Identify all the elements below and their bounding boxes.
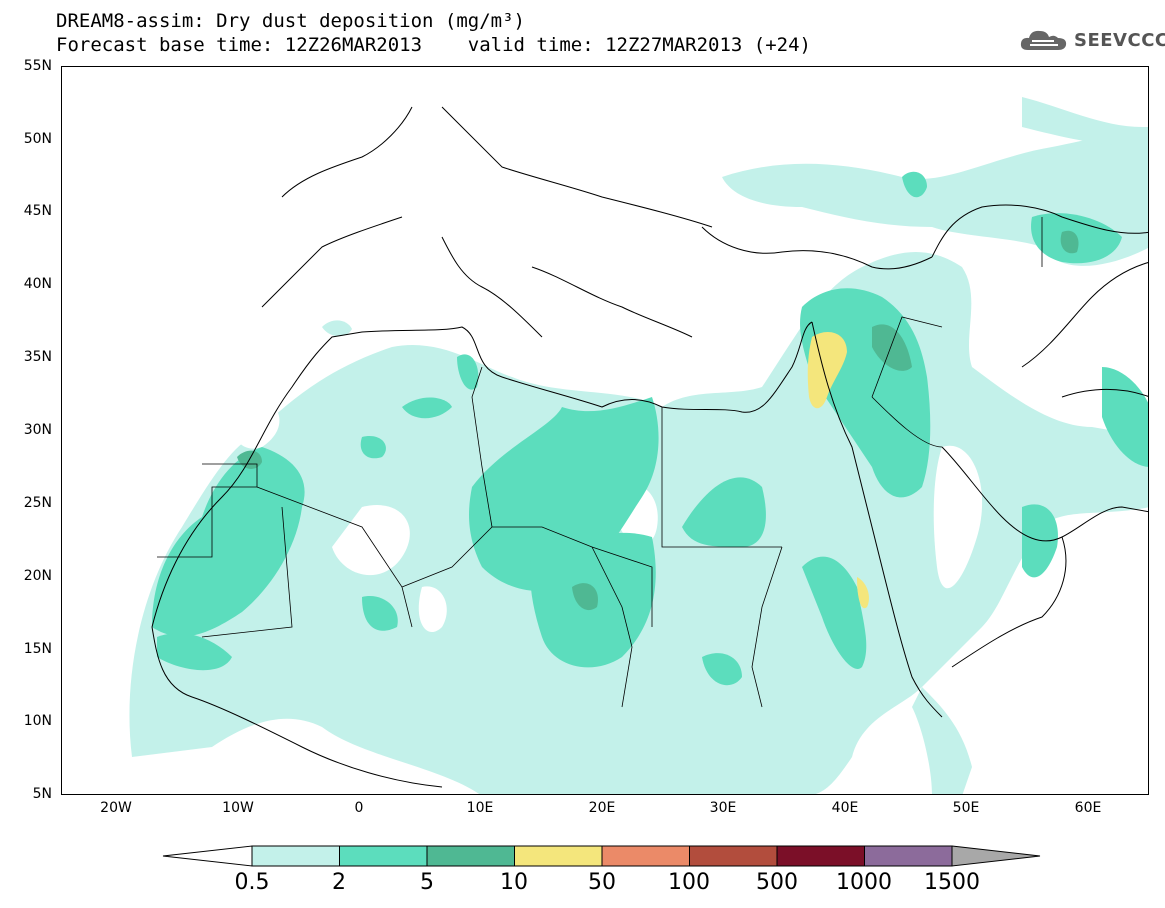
colorbar-label: 5 xyxy=(420,870,434,895)
x-tick-label: 50E xyxy=(952,800,980,816)
x-tick-label: 20E xyxy=(588,800,616,816)
y-tick-label: 45N xyxy=(23,203,52,219)
colorbar-label: 0.5 xyxy=(234,870,270,895)
seevccc-logo: SEEVCCC xyxy=(1018,26,1165,54)
y-tick-label: 55N xyxy=(23,58,52,74)
logo-text: SEEVCCC xyxy=(1074,29,1165,51)
x-tick-label: 0 xyxy=(354,800,364,816)
y-tick-label: 50N xyxy=(23,131,52,147)
colorbar-cell xyxy=(689,845,778,867)
x-tick-label: 30E xyxy=(709,800,737,816)
colorbar-label: 100 xyxy=(668,870,710,895)
y-tick-label: 10N xyxy=(23,713,52,729)
chart-title: DREAM8-assim: Dry dust deposition (mg/m³… xyxy=(56,10,525,32)
x-tick-label: 20W xyxy=(100,800,132,816)
level-10-areas xyxy=(807,332,869,609)
colorbar xyxy=(162,845,1041,867)
colorbar-cell xyxy=(426,845,515,867)
y-tick-label: 5N xyxy=(32,786,52,802)
colorbar-label: 500 xyxy=(756,870,798,895)
colorbar-label: 10 xyxy=(500,870,528,895)
y-tick-label: 25N xyxy=(23,495,52,511)
colorbar-label: 50 xyxy=(588,870,616,895)
colorbar-cell xyxy=(776,845,865,867)
y-tick-label: 20N xyxy=(23,568,52,584)
y-tick-label: 40N xyxy=(23,276,52,292)
dust-map xyxy=(61,66,1149,795)
x-tick-label: 10E xyxy=(466,800,494,816)
colorbar-label: 2 xyxy=(332,870,346,895)
colorbar-cells xyxy=(251,845,953,867)
x-tick-label: 60E xyxy=(1074,800,1102,816)
colorbar-cell xyxy=(601,845,690,867)
forecast-time-subtitle: Forecast base time: 12Z26MAR2013 valid t… xyxy=(56,34,811,56)
colorbar-under-arrow xyxy=(162,845,253,867)
colorbar-cell xyxy=(251,845,340,867)
cloud-icon xyxy=(1020,30,1067,50)
colorbar-cell xyxy=(514,845,603,867)
y-tick-label: 35N xyxy=(23,349,52,365)
colorbar-cell xyxy=(339,845,428,867)
country-borders xyxy=(157,217,1043,708)
colorbar-cell xyxy=(864,845,953,867)
x-tick-label: 10W xyxy=(222,800,254,816)
y-tick-label: 15N xyxy=(23,641,52,657)
x-tick-label: 40E xyxy=(831,800,859,816)
y-tick-label: 30N xyxy=(23,422,52,438)
colorbar-label: 1500 xyxy=(924,870,980,895)
level-2-areas xyxy=(152,171,1148,686)
colorbar-over-arrow xyxy=(951,845,1041,867)
colorbar-label: 1000 xyxy=(836,870,892,895)
deposition-map-svg xyxy=(129,97,1148,794)
coastlines-borders xyxy=(151,106,1148,788)
